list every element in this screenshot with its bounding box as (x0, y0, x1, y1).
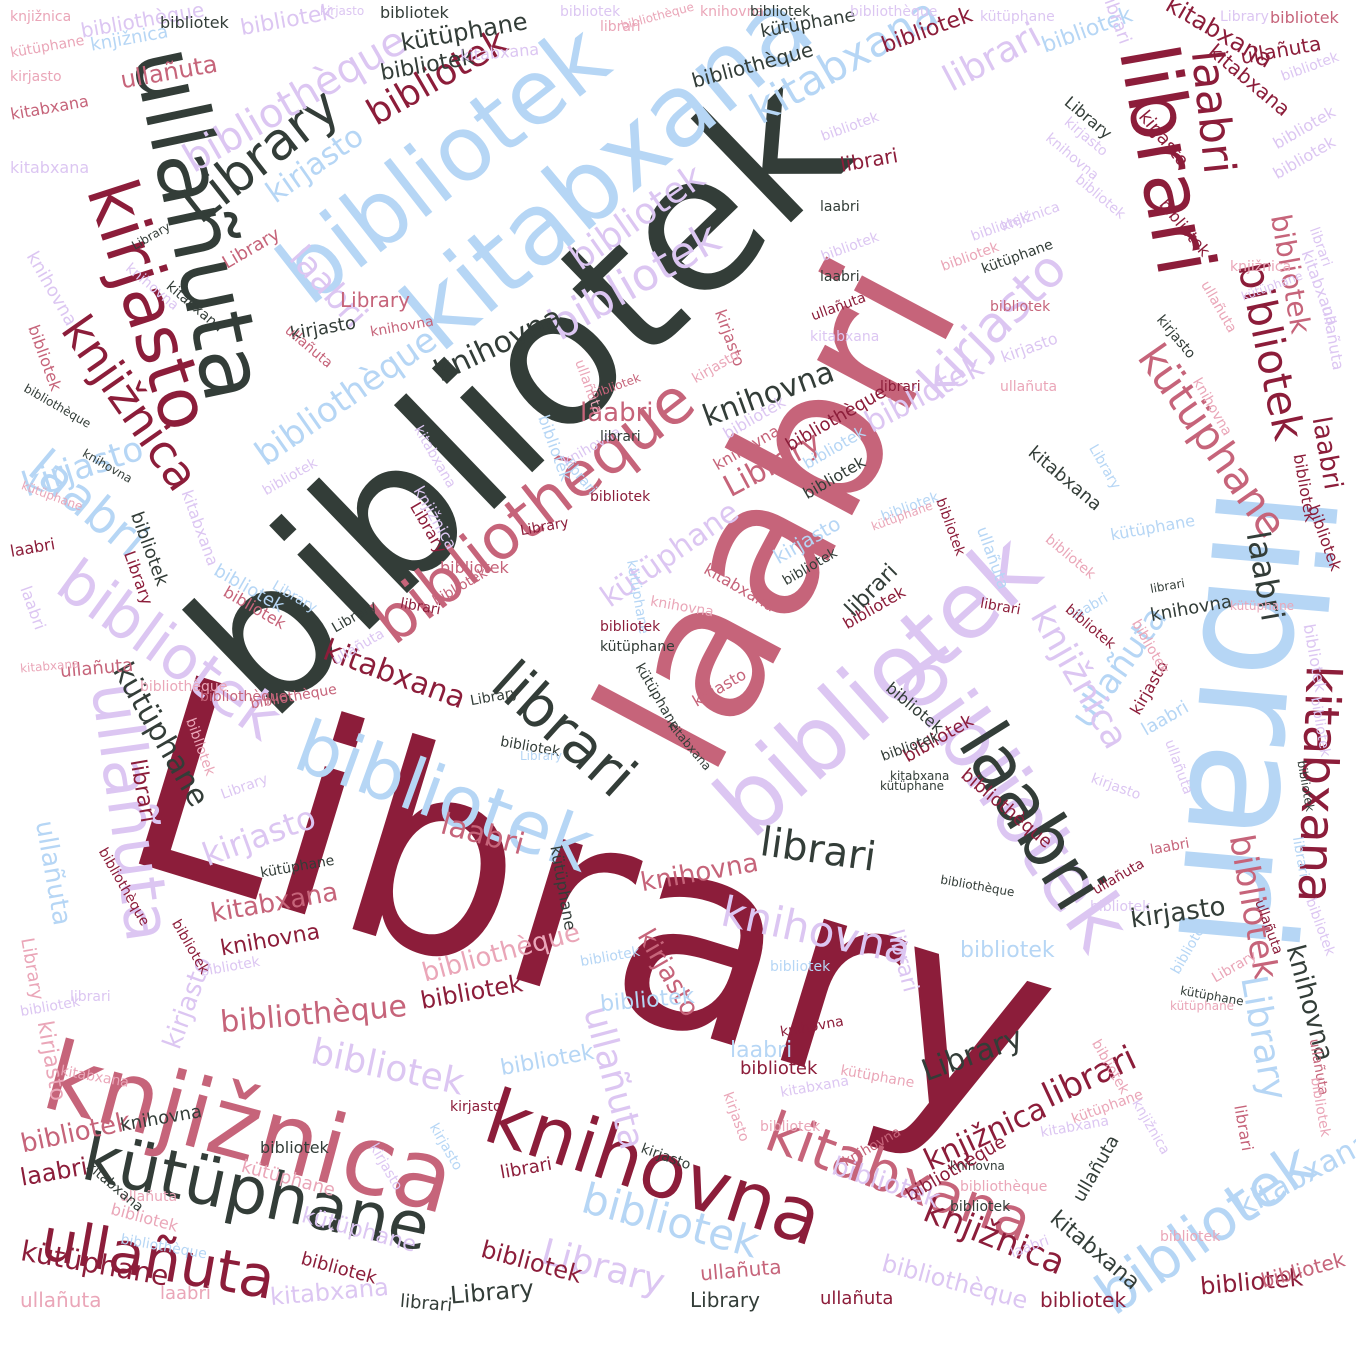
word-kutuphane-7: bibliotek (260, 1138, 329, 1157)
word-librari-small-12: librari (1230, 1103, 1258, 1153)
word-kirjasto-small-11: kirjasto (1088, 770, 1143, 804)
word-librari-6: Library (448, 1274, 535, 1310)
word-biblioteek-small-2: bibliotek (160, 13, 229, 32)
word-bibliotek-8: ullañuta (20, 1288, 102, 1312)
word-kutuphane-small-3: kütüphane (9, 32, 86, 62)
word-biblioteca-small-24: bibliotek (950, 1199, 1011, 1215)
word-biblioteca-small-23: bibliotek (1090, 899, 1151, 915)
word-bibliotek-9: Library (16, 936, 48, 1002)
word-biblioteca-small-12: bibliotek (990, 299, 1051, 315)
word-bibliotheque-small-11: kütüphane (1170, 999, 1235, 1013)
word-knjiznica-small-11: knjižnica (1128, 1096, 1173, 1158)
word-bibliotek-small-12: bibliotek (819, 109, 882, 145)
word-bibliotek-small-15: Library (1085, 441, 1124, 493)
word-kirjasto-small: kirjasto (10, 69, 62, 85)
word-laabri-small: laabri (580, 398, 654, 428)
word-knjiznica-small-8: knjižnica (1230, 259, 1292, 275)
word-bibliotheque-small-12: bibliothèque (960, 1179, 1048, 1195)
word-knihovna-small: knihovna (700, 4, 765, 20)
word-ullanuta-6: ullañuta (699, 1254, 783, 1286)
word-librari-small-13: librari (70, 989, 111, 1005)
word-laabri-small-3: laabri (820, 269, 860, 285)
word-laabri-small-2: bibliotek (590, 489, 651, 505)
word-librari-small-3: Library (340, 288, 410, 312)
word-librari-small-5: librari (600, 429, 641, 445)
word-kutuphane-small-4: kütüphane (600, 639, 675, 655)
word-library-small: Library (1220, 9, 1269, 25)
word-knihovna-small-10: knihovna (950, 1159, 1005, 1173)
word-bibliotheque-small-2: bibliothèque (619, 0, 696, 33)
word-biblioteek-small-7: bibliotek (932, 495, 968, 559)
word-ullanuta-small-8: ullañuta (1000, 379, 1058, 395)
word-bibliotheque-small-5: kütüphane (980, 9, 1055, 25)
word-biblioteek-small-3: bibliotek (380, 3, 449, 22)
word-biblioteek-small-11: bibliotek (1071, 171, 1129, 223)
word-librari-7: librari (399, 1290, 454, 1317)
word-library-small-5: kitabxana (177, 487, 223, 569)
word-bibliotek-7: laabri (160, 1283, 211, 1304)
word-librari-small-9: librari (880, 379, 921, 395)
word-kutuphane-small-10: kütüphane (1230, 599, 1295, 613)
word-kitabxana-small-16: bibliotek (770, 959, 831, 975)
word-library-small-10: Library (520, 749, 562, 763)
word-ullanuta-small-17: ullañuta (120, 1189, 178, 1205)
word-library-7: Library (690, 1288, 760, 1312)
word-librari-small: librari (600, 19, 641, 35)
word-bibliotek-11: laabri (730, 1038, 793, 1063)
word-biblioteca-small-25: bibliotek (760, 1119, 821, 1135)
word-laabri-small-4: laabri (820, 199, 860, 215)
word-bibliotek-small-3: bibliotek (1270, 8, 1339, 27)
word-bibliotek-small-29: bibliotek (1160, 1229, 1221, 1245)
word-biblioteca-small-4: bibliotek (750, 4, 811, 20)
word-laabri-9: bibliotek (740, 1058, 818, 1079)
word-kutuphane-small-12: kütüphane (880, 779, 945, 793)
word-biblioteca-small-3: bibliotek (560, 4, 621, 20)
word-bibliotek-6: bibliotek (1040, 1288, 1127, 1312)
word-ullanuta-small-10: ullañuta (1318, 304, 1349, 372)
word-kirjasto-small-15: bibliothèque (140, 679, 228, 695)
word-bibliotheque-small-4: bibliothèque (850, 4, 938, 20)
word-biblioteca-small-15: bibliotek (1041, 531, 1099, 583)
word-bibliotheque-small-7: bibliothèque (200, 689, 288, 705)
word-kitabxana-small-11: kitabxana (810, 329, 880, 345)
word-library-4: Library (1232, 972, 1295, 1104)
word-bibliotek-small-5: laabri (16, 583, 50, 633)
word-kitabxana-small-5: kitabxana (10, 158, 90, 177)
word-biblioteca-small: kirjasto (320, 4, 365, 18)
word-bibliotheque-4: bibliothèque (218, 988, 409, 1041)
word-knihovna-small-4: knihovna (21, 247, 82, 330)
word-kitabxana-7: bibliotek (498, 1039, 597, 1082)
word-kitabxana-small-14: kitabxana (890, 769, 950, 783)
word-knihovna-7: ullañuta (29, 818, 77, 928)
word-biblioteca-small-26: kirjasto (450, 1099, 502, 1115)
word-biblioteca-small-11: bibliotek (969, 209, 1032, 245)
word-biblioteek-small: knjižnica (10, 9, 72, 25)
word-biblioteca-small-9: bibliotek (600, 619, 661, 635)
word-bibliotek-small-27: ullañuta (1068, 1131, 1124, 1206)
word-kitabxana-small-4: kitabxana (8, 91, 91, 124)
word-kitabxana-small-8: bibliotek (440, 558, 509, 577)
word-ullanuta-small-15: ullañuta (820, 1288, 894, 1309)
word-laabri-small-9: laabri (8, 534, 57, 561)
word-biblioteca-10: bibliotek (960, 938, 1055, 963)
